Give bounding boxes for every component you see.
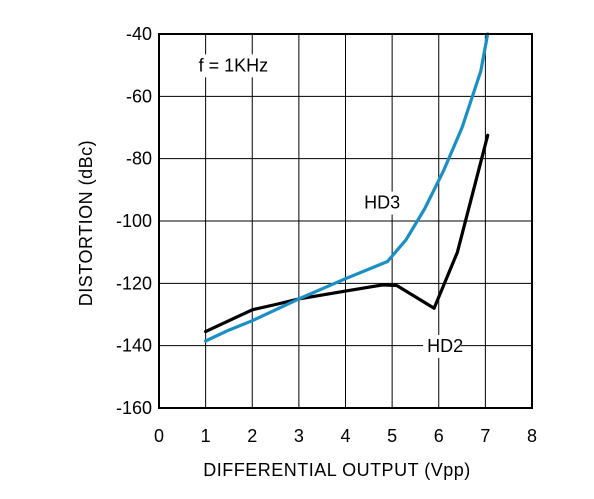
x-tick-label: 0 — [154, 426, 164, 446]
x-tick-labels: 0 1 2 3 4 5 6 7 8 — [154, 426, 537, 446]
series-line-hd2 — [204, 133, 490, 334]
y-tick-label: -140 — [116, 336, 152, 356]
grid — [159, 34, 532, 408]
annotation-background — [194, 54, 283, 78]
y-tick-labels: -40 -60 -80 -100 -120 -140 -160 — [116, 24, 152, 418]
x-tick-label: 5 — [387, 426, 397, 446]
x-tick-label: 8 — [527, 426, 537, 446]
y-tick-label: -80 — [126, 149, 152, 169]
x-tick-label: 6 — [434, 426, 444, 446]
annotations: f = 1KHz HD3 HD2 — [194, 54, 463, 358]
y-axis-title: DISTORTION (dBc) — [76, 140, 96, 306]
annotation-background — [360, 191, 399, 215]
series-lines — [204, 32, 490, 343]
annotation-label: HD3 — [364, 193, 400, 213]
y-tick-label: -40 — [126, 24, 152, 44]
annotation-background — [423, 334, 462, 358]
y-tick-label: -100 — [116, 211, 152, 231]
x-tick-label: 7 — [480, 426, 490, 446]
x-tick-label: 4 — [340, 426, 350, 446]
y-tick-label: -60 — [126, 86, 152, 106]
annotation-label: f = 1KHz — [199, 55, 269, 75]
x-tick-label: 1 — [201, 426, 211, 446]
x-tick-label: 3 — [294, 426, 304, 446]
plot-frame — [158, 33, 533, 409]
y-tick-label: -120 — [116, 273, 152, 293]
x-axis-title: DIFFERENTIAL OUTPUT (Vpp) — [203, 460, 471, 480]
series-line-hd3 — [204, 32, 490, 343]
y-tick-label: -160 — [116, 398, 152, 418]
annotation-label: HD2 — [427, 336, 463, 356]
x-tick-label: 2 — [247, 426, 257, 446]
